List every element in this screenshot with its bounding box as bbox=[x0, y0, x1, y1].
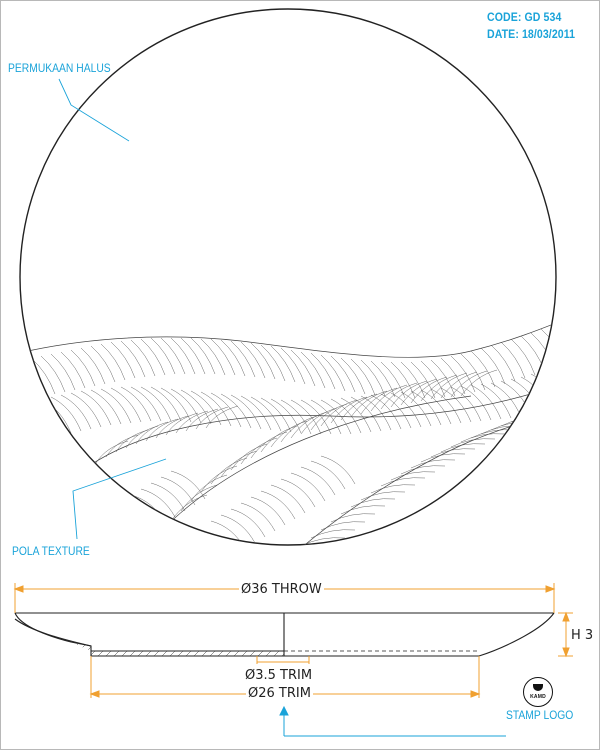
label-stamp-logo: STAMP LOGO bbox=[506, 708, 574, 722]
stamp-logo-text: KAMD bbox=[530, 694, 546, 700]
drawing-code: CODE: GD 534 bbox=[487, 10, 562, 24]
leader-pola-texture bbox=[72, 458, 167, 540]
dimension-trim-small: Ø3.5 TRIM bbox=[243, 668, 315, 683]
leader-permukaan-halus bbox=[58, 78, 130, 142]
texture-hatch-band-3 bbox=[95, 369, 498, 522]
texture-wave-top bbox=[20, 320, 556, 358]
drawing-date: DATE: 18/03/2011 bbox=[487, 27, 576, 41]
texture-hatch-band-1 bbox=[30, 328, 556, 399]
texture-leaf-curve-3 bbox=[285, 416, 547, 545]
stamp-pointer bbox=[279, 705, 506, 737]
dimension-height: H 3 bbox=[571, 628, 594, 643]
dimension-throw: Ø36 THROW bbox=[239, 582, 324, 597]
stamp-logo-icon: KAMD bbox=[523, 677, 553, 707]
dimension-trim-large: Ø26 TRIM bbox=[246, 686, 313, 701]
texture-hatch-band-4 bbox=[120, 410, 556, 545]
label-pola-texture: POLA TEXTURE bbox=[12, 544, 90, 558]
label-permukaan-halus: PERMUKAAN HALUS bbox=[8, 61, 111, 75]
texture-pattern bbox=[20, 320, 556, 545]
bowl-icon bbox=[533, 684, 543, 691]
plate-outline bbox=[19, 8, 557, 546]
texture-hatch-band-2 bbox=[30, 373, 556, 436]
side-section bbox=[14, 612, 555, 657]
